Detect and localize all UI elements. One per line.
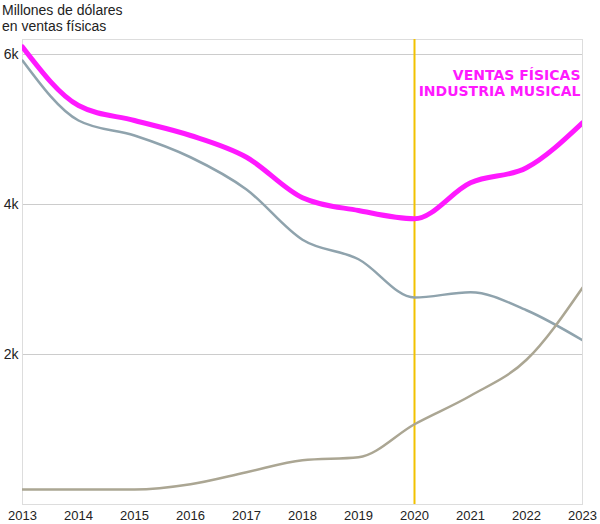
svg-text:2022: 2022 [512, 508, 541, 523]
svg-text:2013: 2013 [8, 508, 37, 523]
svg-text:2021: 2021 [456, 508, 485, 523]
svg-text:2k: 2k [4, 346, 20, 362]
svg-text:2015: 2015 [120, 508, 149, 523]
svg-text:2018: 2018 [288, 508, 317, 523]
svg-text:VENTAS FÍSICASINDUSTRIA MUSICA: VENTAS FÍSICASINDUSTRIA MUSICAL [419, 67, 581, 98]
svg-text:2016: 2016 [176, 508, 205, 523]
html-text:Millones de dólares en ventas: Millones de dólares en ventas físicas [2, 2, 123, 34]
svg-text:4k: 4k [4, 196, 20, 212]
svg-text:2017: 2017 [232, 508, 261, 523]
svg-text:2023: 2023 [568, 508, 597, 523]
svg-text:6k: 6k [4, 46, 20, 62]
svg-text:2014: 2014 [64, 508, 93, 523]
svg-text:2019: 2019 [344, 508, 373, 523]
svg-text:2020: 2020 [400, 508, 429, 523]
